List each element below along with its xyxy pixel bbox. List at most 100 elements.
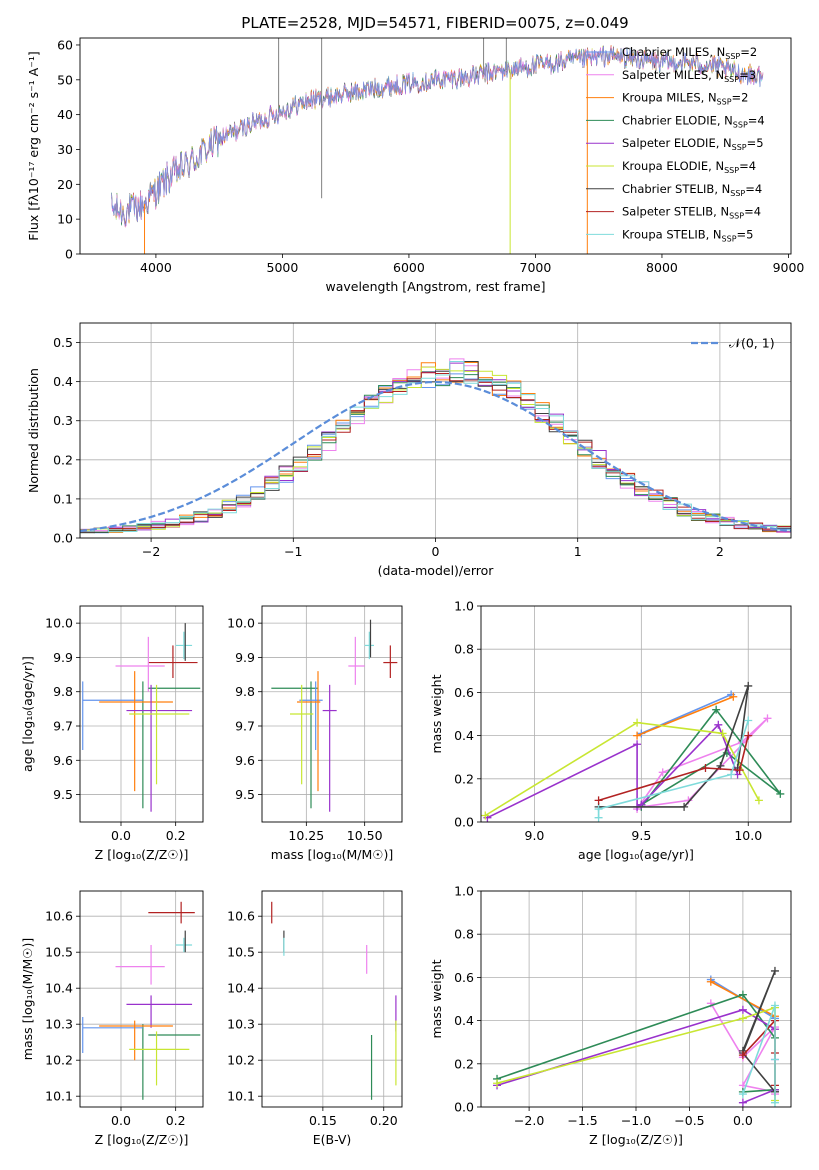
x-tick-label: 0.0 xyxy=(111,828,131,843)
x-axis-label: mass [log₁₀(M/M☉)] xyxy=(271,847,393,862)
x-tick-label: −2 xyxy=(142,544,160,559)
axes-frame xyxy=(480,605,792,823)
y-axis-label: Flux [fλ10⁻¹⁷ erg cm⁻² s⁻¹ A⁻¹] xyxy=(26,51,41,240)
histogram-plot-area xyxy=(80,358,791,538)
legend-tail: =4 xyxy=(739,159,756,173)
legend-label: Salpeter STELIB, NSSP=4 xyxy=(622,205,761,221)
weight-marker xyxy=(738,1098,747,1107)
weight-marker xyxy=(770,1055,779,1064)
x-tick-label: 0.15 xyxy=(309,1113,337,1128)
x-tick-label: −1.5 xyxy=(567,1113,597,1128)
legend-subscript: SSP xyxy=(724,166,739,175)
errorbar-point xyxy=(129,684,190,785)
errorbar-point xyxy=(142,1024,201,1100)
y-tick-label: 9.5 xyxy=(53,787,73,802)
legend-tail: =4 xyxy=(744,205,761,219)
errorbar-point xyxy=(148,645,198,678)
y-tick-label: 10.0 xyxy=(45,616,73,631)
y-tick-label: 0.3 xyxy=(53,413,73,428)
y-tick-label: 10.1 xyxy=(45,1089,73,1104)
weight-marker xyxy=(718,729,727,738)
y-tick-label: 9.8 xyxy=(235,684,255,699)
weight-line xyxy=(640,693,732,735)
errorbar-plot-area xyxy=(82,623,201,812)
weight-line xyxy=(598,735,749,802)
weight-marker xyxy=(770,1001,779,1010)
y-tick-label: 10.1 xyxy=(227,1089,255,1104)
axes-frame xyxy=(480,890,792,1108)
weight-marker xyxy=(481,811,490,820)
weight-marker xyxy=(727,770,736,779)
normal-curve xyxy=(80,380,791,533)
weight-line xyxy=(742,1005,776,1103)
errorbar-point xyxy=(129,1031,190,1086)
weight-marker xyxy=(738,990,747,999)
errorbar-plot-area xyxy=(82,901,201,1100)
y-axis-label: age [log₁₀(age/yr)] xyxy=(20,656,35,772)
y-tick-label: 10.6 xyxy=(227,909,255,924)
y-tick-label: 10.4 xyxy=(227,981,255,996)
errorbar-plot-area xyxy=(271,901,397,1100)
legend-tail: =3 xyxy=(739,68,756,82)
weight-marker xyxy=(776,789,785,798)
y-tick-label: 0.1 xyxy=(53,491,73,506)
histogram-step xyxy=(80,372,791,538)
legend-tail: =4 xyxy=(745,182,762,196)
y-tick-label: 0.0 xyxy=(454,815,474,830)
weight-marker xyxy=(633,740,642,749)
y-tick-label: 10 xyxy=(57,212,73,227)
errorbar-plot-area xyxy=(271,619,398,812)
legend-label: Kroupa ELODIE, NSSP=4 xyxy=(622,159,756,175)
errorbar-point xyxy=(175,631,193,660)
weight-line xyxy=(636,717,769,810)
legend-tail: =2 xyxy=(732,91,749,105)
weight-line xyxy=(636,695,734,737)
errorbar-point xyxy=(115,636,165,692)
x-tick-label: 10.0 xyxy=(734,828,762,843)
x-axis-label: wavelength [Angstrom, rest frame] xyxy=(325,279,545,294)
y-tick-label: 0.4 xyxy=(454,728,474,743)
weight-marker xyxy=(680,802,689,811)
y-tick-label: 50 xyxy=(57,72,73,87)
errorbar-point xyxy=(364,631,374,660)
y-axis-label: mass weight xyxy=(429,674,444,753)
y-tick-label: 10.6 xyxy=(45,909,73,924)
errorbar-point xyxy=(322,684,337,812)
weight-marker xyxy=(738,1090,747,1099)
x-axis-label: age [log₁₀(age/yr)] xyxy=(578,847,694,862)
x-tick-label: 1 xyxy=(574,544,582,559)
x-tick-label: 5000 xyxy=(267,260,299,275)
y-tick-label: 0.0 xyxy=(53,531,73,546)
weight-line xyxy=(597,720,749,818)
weight-marker xyxy=(658,768,667,777)
x-tick-label: 10.50 xyxy=(347,828,383,843)
y-tick-label: 9.7 xyxy=(53,719,73,734)
legend-subscript: SSP xyxy=(722,234,737,243)
y-tick-label: 0.2 xyxy=(53,452,73,467)
axes-frame xyxy=(79,890,204,1108)
errorbar-point xyxy=(99,671,173,792)
legend-label: Kroupa MILES, NSSP=2 xyxy=(622,91,748,107)
spectrum-panel: 4000 5000 6000 7000 8000 9000 0 10 20 30 40 50 60 wav… xyxy=(26,37,804,294)
y-tick-label: 0.4 xyxy=(53,374,73,389)
y-tick-label: 9.6 xyxy=(235,753,255,768)
x-axis-label: Z [log₁₀(Z/Z☉)] xyxy=(95,1132,189,1147)
legend-label: Chabrier STELIB, NSSP=4 xyxy=(622,182,762,198)
errorbar-point xyxy=(383,645,398,678)
y-tick-label: 10.5 xyxy=(45,945,73,960)
y-tick-label: 9.9 xyxy=(235,650,255,665)
legend-label: 𝒩(0, 1) xyxy=(729,336,775,351)
y-tick-label: 0.0 xyxy=(454,1100,474,1115)
extinction-mass-panel: 0.15 0.20 10.1 10.2 10.3 10.4 10.5 10.6 E(B-V) xyxy=(227,890,403,1147)
errorbar-point xyxy=(99,1020,173,1061)
y-tick-label: 10.3 xyxy=(45,1017,73,1032)
errorbar-point xyxy=(175,937,193,953)
y-tick-label: 9.5 xyxy=(235,787,255,802)
axes-frame xyxy=(261,605,403,823)
metallicity-mass-panel: 0.0 0.2 10.1 10.2 10.3 10.4 10.5 10.6 Z [log₁₀(Z… xyxy=(20,890,204,1147)
x-axis-label: E(B-V) xyxy=(313,1132,352,1147)
weight-marker xyxy=(701,764,710,772)
y-tick-label: 10.2 xyxy=(227,1053,255,1068)
weight-marker xyxy=(738,1005,747,1014)
